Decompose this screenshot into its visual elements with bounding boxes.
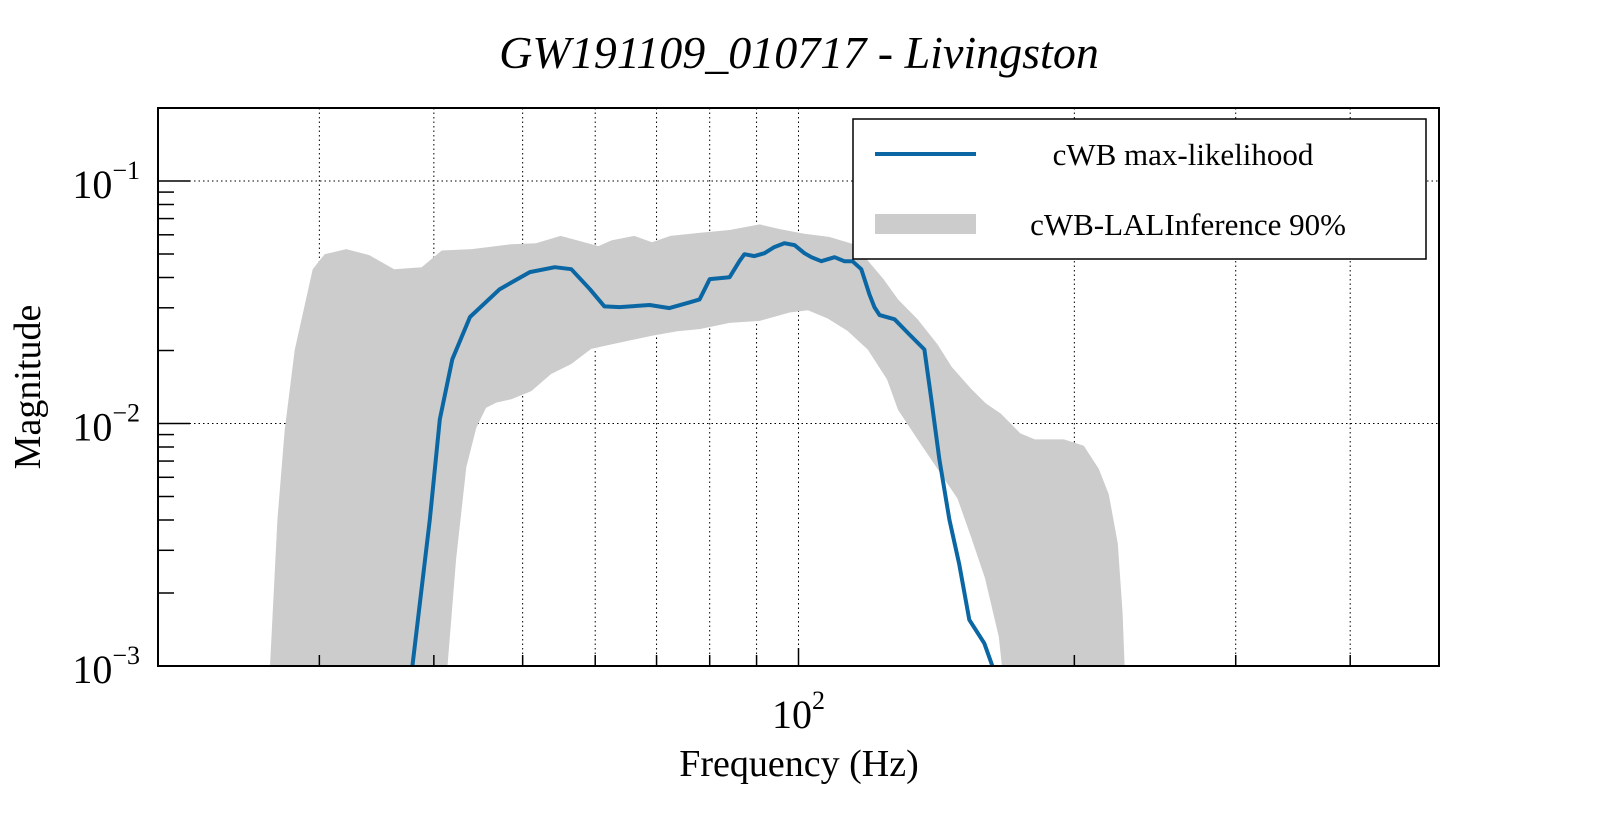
- y-tick-labels: 10−1 10−2 10−3: [72, 156, 140, 692]
- legend-label-max-likelihood: cWB max-likelihood: [1053, 137, 1314, 172]
- chart-title: GW191109_010717 - Livingston: [499, 27, 1099, 78]
- legend: cWB max-likelihood cWB-LALInference 90%: [852, 118, 1427, 260]
- x-tick-label: 102: [772, 686, 825, 737]
- y-tick-label: 10−1: [72, 156, 140, 207]
- max-likelihood-line: [410, 241, 995, 666]
- plot-frame: [157, 107, 1440, 667]
- legend-band-swatch: [875, 214, 976, 234]
- legend-label-lalinference: cWB-LALInference 90%: [1030, 207, 1346, 242]
- y-axis-title: Magnitude: [7, 305, 49, 470]
- y-tick-label: 10−3: [72, 641, 140, 692]
- legend-box: [852, 118, 1427, 260]
- line-layer: [410, 241, 995, 666]
- x-tick-labels: 102: [772, 686, 825, 737]
- y-tick-label: 10−2: [72, 398, 140, 449]
- x-axis-title: Frequency (Hz): [679, 743, 919, 785]
